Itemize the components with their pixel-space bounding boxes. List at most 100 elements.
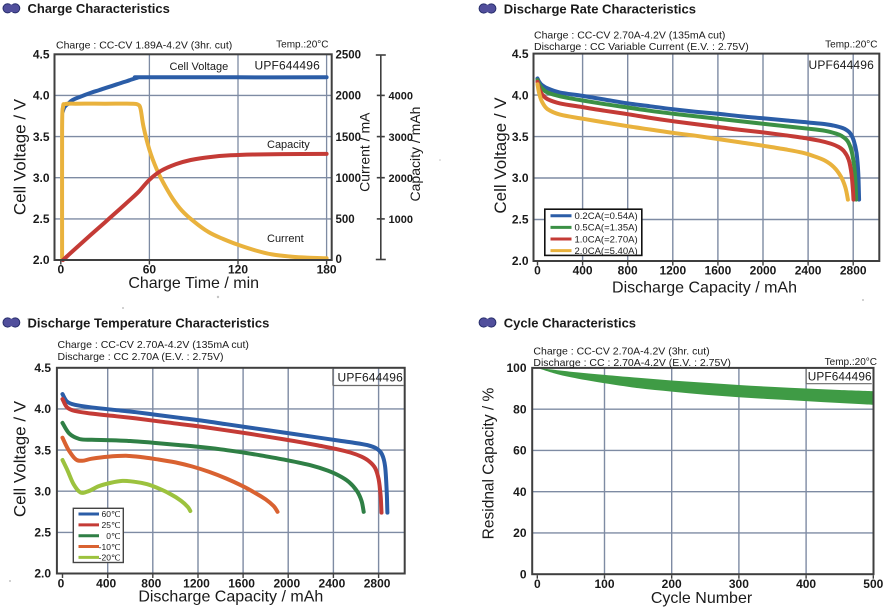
svg-text:Temp.:20°C: Temp.:20°C <box>825 357 877 368</box>
svg-text:Residnal Capacity / %: Residnal Capacity / % <box>481 387 498 539</box>
svg-text:0: 0 <box>534 577 541 591</box>
svg-text:0: 0 <box>58 577 65 591</box>
svg-text:Temp.:20°C: Temp.:20°C <box>276 40 328 51</box>
svg-text:40: 40 <box>513 485 527 499</box>
svg-text:0: 0 <box>336 254 342 266</box>
svg-text:4000: 4000 <box>389 91 413 103</box>
svg-text:Capacity / mAh: Capacity / mAh <box>407 107 423 202</box>
svg-text:UPF644496: UPF644496 <box>809 58 875 72</box>
svg-text:20: 20 <box>513 526 527 540</box>
svg-text:-10℃: -10℃ <box>99 542 121 552</box>
svg-text:180: 180 <box>317 263 337 277</box>
svg-text:2800: 2800 <box>840 264 867 278</box>
svg-text:2.5: 2.5 <box>34 526 51 540</box>
svg-text:60℃: 60℃ <box>101 509 120 519</box>
svg-text:4.5: 4.5 <box>33 48 50 62</box>
svg-text:500: 500 <box>336 214 355 226</box>
svg-text:Charge : CC-CV 1.89A-4.2V (3hr: Charge : CC-CV 1.89A-4.2V (3hr. cut) <box>56 39 232 51</box>
svg-text:2.0CA(=5.40A): 2.0CA(=5.40A) <box>575 246 638 257</box>
svg-text:2400: 2400 <box>795 264 822 278</box>
svg-text:800: 800 <box>618 264 638 278</box>
svg-text:2500: 2500 <box>336 50 362 62</box>
svg-text:0.2CA(=0.54A): 0.2CA(=0.54A) <box>575 211 638 222</box>
svg-text:2.5: 2.5 <box>512 213 529 227</box>
svg-text:0℃: 0℃ <box>106 531 121 541</box>
svg-text:Discharge Rate Characteristics: Discharge Rate Characteristics <box>504 2 696 17</box>
svg-text:1600: 1600 <box>705 264 732 278</box>
svg-text:Discharge : CC 2.70A (E.V. : 2: Discharge : CC 2.70A (E.V. : 2.75V) <box>58 351 224 363</box>
svg-text:3.0: 3.0 <box>33 171 50 185</box>
svg-text:Cell Voltage / V: Cell Voltage / V <box>11 98 30 215</box>
svg-text:Temp.:20°C: Temp.:20°C <box>825 40 877 51</box>
svg-text:2.0: 2.0 <box>512 254 529 268</box>
svg-text:Discharge : CC Variable Curren: Discharge : CC Variable Current (E.V. : … <box>534 41 749 53</box>
svg-text:-20℃: -20℃ <box>99 553 121 563</box>
svg-text:300: 300 <box>729 577 749 591</box>
svg-text:Discharge Capacity / mAh: Discharge Capacity / mAh <box>612 280 797 297</box>
svg-text:400: 400 <box>96 577 116 591</box>
svg-text:Charge Characteristics: Charge Characteristics <box>28 1 170 16</box>
svg-text:Current / mA: Current / mA <box>357 112 373 192</box>
svg-text:Cell Voltage: Cell Voltage <box>170 61 229 73</box>
svg-text:1000: 1000 <box>389 214 413 226</box>
svg-text:4.5: 4.5 <box>34 361 51 375</box>
svg-text:Charge : CC-CV 2.70A-4.2V (135: Charge : CC-CV 2.70A-4.2V (135mA cut) <box>58 339 249 351</box>
svg-text:UPF644496: UPF644496 <box>808 370 872 384</box>
svg-text:4.0: 4.0 <box>512 88 529 102</box>
svg-text:2000: 2000 <box>750 264 777 278</box>
svg-text:60: 60 <box>143 263 157 277</box>
svg-text:60: 60 <box>513 444 527 458</box>
svg-text:2800: 2800 <box>364 577 391 591</box>
svg-text:1600: 1600 <box>228 577 255 591</box>
svg-text:80: 80 <box>513 402 527 416</box>
svg-text:Cycle Characteristics: Cycle Characteristics <box>504 315 636 330</box>
svg-text:120: 120 <box>228 263 248 277</box>
svg-text:400: 400 <box>573 264 593 278</box>
svg-text:2000: 2000 <box>389 173 413 185</box>
svg-text:200: 200 <box>662 577 682 591</box>
svg-text:UPF644496: UPF644496 <box>255 59 321 73</box>
svg-text:0: 0 <box>520 567 527 581</box>
svg-text:1.0CA(=2.70A): 1.0CA(=2.70A) <box>575 234 638 245</box>
svg-text:Charge Time / min: Charge Time / min <box>128 275 259 292</box>
svg-text:500: 500 <box>863 577 883 591</box>
svg-text:4.5: 4.5 <box>512 47 529 61</box>
svg-text:3.5: 3.5 <box>34 443 51 457</box>
svg-text:1200: 1200 <box>659 264 686 278</box>
svg-text:1000: 1000 <box>336 173 362 185</box>
svg-text:Capacity: Capacity <box>267 139 310 151</box>
svg-text:Cell Voltage / V: Cell Voltage / V <box>11 400 30 517</box>
svg-text:Cell Voltage / V: Cell Voltage / V <box>491 97 510 214</box>
svg-text:Cycle Number: Cycle Number <box>651 590 753 607</box>
svg-text:4.0: 4.0 <box>33 89 50 103</box>
svg-text:25℃: 25℃ <box>101 520 120 530</box>
svg-text:100: 100 <box>594 577 614 591</box>
svg-text:UPF644496: UPF644496 <box>338 371 404 385</box>
svg-text:Charge : CC-CV 2.70A-4.2V (3hr: Charge : CC-CV 2.70A-4.2V (3hr. cut) <box>533 345 709 357</box>
svg-text:1200: 1200 <box>183 577 210 591</box>
svg-text:Current: Current <box>267 233 304 245</box>
svg-text:1500: 1500 <box>336 132 362 144</box>
svg-text:3.0: 3.0 <box>512 171 529 185</box>
svg-text:2000: 2000 <box>336 91 362 103</box>
svg-text:3.0: 3.0 <box>34 484 51 498</box>
svg-text:0: 0 <box>57 263 64 277</box>
svg-text:100: 100 <box>506 361 526 375</box>
svg-text:0.5CA(=1.35A): 0.5CA(=1.35A) <box>575 223 638 234</box>
svg-text:800: 800 <box>141 577 161 591</box>
svg-text:4.0: 4.0 <box>34 402 51 416</box>
svg-text:3000: 3000 <box>389 132 413 144</box>
svg-text:Discharge : CC : 2.70A-4.2V (E: Discharge : CC : 2.70A-4.2V (E.V. : 2.75… <box>533 357 730 369</box>
svg-text:Charge : CC-CV 2.70A-4.2V (135: Charge : CC-CV 2.70A-4.2V (135mA cut) <box>534 30 725 42</box>
svg-text:3.5: 3.5 <box>512 130 529 144</box>
svg-text:2.5: 2.5 <box>33 212 50 226</box>
svg-text:Discharge Temperature Characte: Discharge Temperature Characteristics <box>28 315 270 330</box>
svg-text:0: 0 <box>534 264 541 278</box>
svg-text:400: 400 <box>796 577 816 591</box>
svg-text:3.5: 3.5 <box>33 130 50 144</box>
svg-text:2400: 2400 <box>319 577 346 591</box>
svg-text:Discharge Capacity / mAh: Discharge Capacity / mAh <box>138 589 323 606</box>
svg-text:2.0: 2.0 <box>33 253 50 267</box>
svg-text:2000: 2000 <box>273 577 300 591</box>
svg-text:2.0: 2.0 <box>34 567 51 581</box>
